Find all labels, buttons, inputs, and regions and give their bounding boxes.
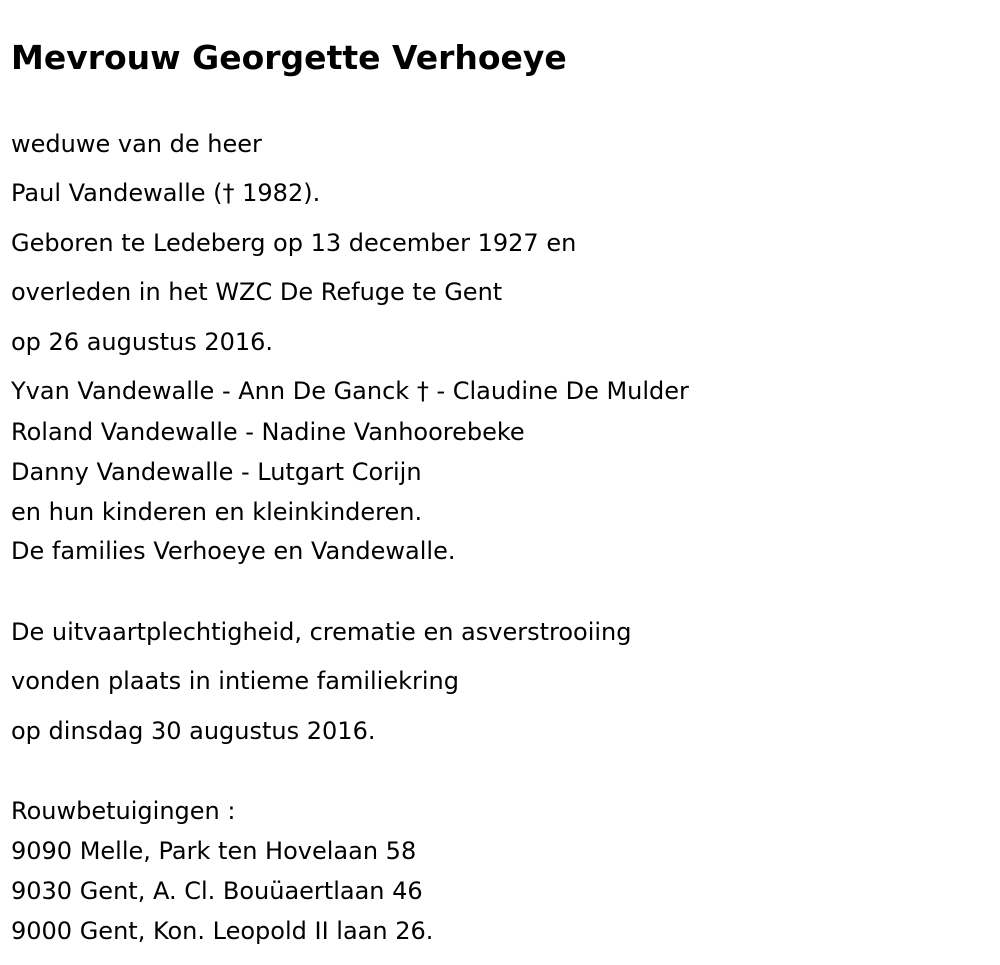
ceremony-line: De uitvaartplechtigheid, crematie en asv… <box>11 618 632 646</box>
address-line: 9030 Gent, A. Cl. Bouüaertlaan 46 <box>11 877 423 905</box>
intro-line: op 26 augustus 2016. <box>11 328 274 356</box>
intro-line: Geboren te Ledeberg op 13 december 1927 … <box>11 229 577 257</box>
intro-line: Paul Vandewalle († 1982). <box>11 179 321 207</box>
address-line: 9000 Gent, Kon. Leopold II laan 26. <box>11 917 434 945</box>
family-line: Yvan Vandewalle - Ann De Ganck † - Claud… <box>11 377 689 405</box>
page-title: Mevrouw Georgette Verhoeye <box>11 38 567 77</box>
intro-line: weduwe van de heer <box>11 130 262 158</box>
ceremony-line: vonden plaats in intieme familiekring <box>11 667 459 695</box>
family-line: De families Verhoeye en Vandewalle. <box>11 537 456 565</box>
intro-line: overleden in het WZC De Refuge te Gent <box>11 278 503 306</box>
condolences-label: Rouwbetuigingen : <box>11 797 236 825</box>
family-line: Roland Vandewalle - Nadine Vanhoorebeke <box>11 418 525 446</box>
family-line: en hun kinderen en kleinkinderen. <box>11 498 423 526</box>
address-line: 9090 Melle, Park ten Hovelaan 58 <box>11 837 417 865</box>
family-line: Danny Vandewalle - Lutgart Corijn <box>11 458 422 486</box>
ceremony-line: op dinsdag 30 augustus 2016. <box>11 717 376 745</box>
